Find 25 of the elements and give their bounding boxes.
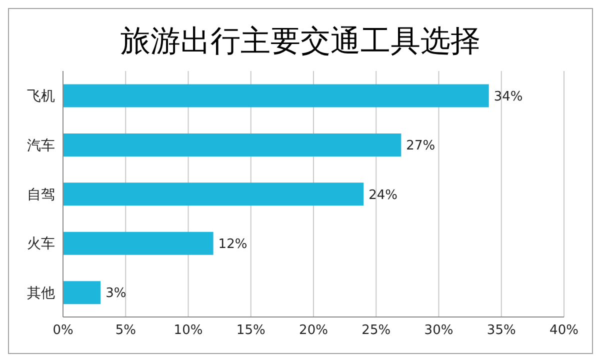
bar: [63, 182, 364, 206]
bar: [63, 281, 101, 304]
y-tick-label: 飞机: [27, 88, 55, 105]
bar: [63, 133, 402, 156]
x-tick-label: 30%: [424, 323, 454, 338]
bar: [63, 232, 214, 255]
data-label: 3%: [106, 286, 126, 302]
data-label: 34%: [494, 89, 523, 104]
data-label: 27%: [406, 138, 436, 154]
x-tick-label: 0%: [52, 323, 74, 338]
bar: [63, 84, 489, 108]
x-tick-label: 10%: [174, 323, 203, 338]
x-tick-label: 35%: [486, 323, 516, 338]
y-tick-label: 自驾: [27, 186, 55, 203]
y-tick-label: 其他: [27, 285, 55, 302]
x-tick-label: 20%: [299, 323, 328, 338]
x-tick-label: 25%: [362, 323, 391, 338]
x-tick-label: 40%: [550, 323, 578, 338]
y-tick-label: 火车: [27, 236, 55, 252]
data-label: 12%: [218, 237, 248, 252]
x-tick-label: 15%: [236, 323, 266, 338]
chart-title: 旅游出行主要交通工具选择: [120, 23, 482, 61]
data-label: 24%: [368, 188, 398, 203]
y-tick-label: 汽车: [27, 138, 55, 154]
x-tick-label: 5%: [115, 323, 136, 338]
